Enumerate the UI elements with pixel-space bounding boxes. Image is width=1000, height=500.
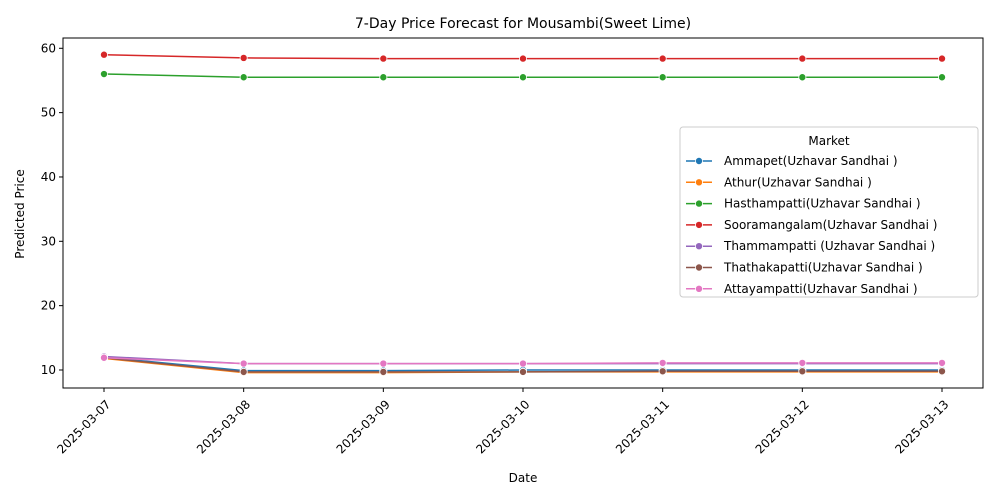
y-axis-label: Predicted Price xyxy=(13,169,27,258)
x-axis-label: Date xyxy=(509,471,538,485)
y-tick-label: 40 xyxy=(41,170,56,184)
legend-label: Attayampatti(Uzhavar Sandhai ) xyxy=(724,282,918,296)
data-point xyxy=(938,54,947,63)
x-tick-label: 2025-03-07 xyxy=(54,397,113,456)
legend-marker xyxy=(695,263,704,272)
data-point xyxy=(658,367,667,376)
legend-label: Sooramangalam(Uzhavar Sandhai ) xyxy=(724,218,938,232)
data-point xyxy=(658,54,667,63)
data-point xyxy=(379,54,388,63)
data-point xyxy=(239,367,248,376)
legend-title: Market xyxy=(808,134,850,148)
y-tick-label: 20 xyxy=(41,299,56,313)
legend-label: Thathakapatti(Uzhavar Sandhai ) xyxy=(723,261,923,275)
data-point xyxy=(379,73,388,82)
legend-label: Thammampatti (Uzhavar Sandhai ) xyxy=(723,239,935,253)
legend-label: Hasthampatti(Uzhavar Sandhai ) xyxy=(724,197,921,211)
data-point xyxy=(798,73,807,82)
x-tick-label: 2025-03-08 xyxy=(194,397,253,456)
data-point xyxy=(798,54,807,63)
chart-title: 7-Day Price Forecast for Mousambi(Sweet … xyxy=(355,16,691,32)
legend-marker xyxy=(695,156,704,165)
data-point xyxy=(519,367,528,376)
legend-marker xyxy=(695,178,704,187)
data-point xyxy=(100,50,109,59)
data-point xyxy=(239,53,248,62)
data-point xyxy=(658,73,667,82)
x-tick-label: 2025-03-12 xyxy=(753,397,812,456)
x-tick-label: 2025-03-10 xyxy=(473,397,532,456)
data-point xyxy=(519,359,528,368)
x-tick-label: 2025-03-11 xyxy=(613,397,672,456)
data-point xyxy=(938,73,947,82)
data-point xyxy=(798,358,807,367)
legend-frame xyxy=(679,126,979,298)
data-point xyxy=(379,359,388,368)
data-point xyxy=(798,367,807,376)
y-tick-label: 50 xyxy=(41,106,56,120)
data-point xyxy=(658,358,667,367)
data-point xyxy=(379,367,388,376)
legend-marker xyxy=(695,199,704,208)
legend-label: Ammapet(Uzhavar Sandhai ) xyxy=(724,154,898,168)
data-point xyxy=(938,358,947,367)
legend-marker xyxy=(695,284,704,293)
data-point xyxy=(239,359,248,368)
data-point xyxy=(519,73,528,82)
x-tick-label: 2025-03-13 xyxy=(892,397,951,456)
y-tick-label: 60 xyxy=(41,41,56,55)
y-tick-label: 30 xyxy=(41,234,56,248)
legend-marker xyxy=(695,242,704,251)
data-point xyxy=(938,367,947,376)
legend-marker xyxy=(695,220,704,229)
data-point xyxy=(519,54,528,63)
legend: Market Ammapet(Uzhavar Sandhai ) Athur(Uz… xyxy=(679,126,979,298)
x-tick-label: 2025-03-09 xyxy=(334,397,393,456)
data-point xyxy=(100,70,109,79)
legend-label: Athur(Uzhavar Sandhai ) xyxy=(724,175,872,189)
data-point xyxy=(239,73,248,82)
y-tick-label: 10 xyxy=(41,363,56,377)
data-point xyxy=(100,353,109,362)
